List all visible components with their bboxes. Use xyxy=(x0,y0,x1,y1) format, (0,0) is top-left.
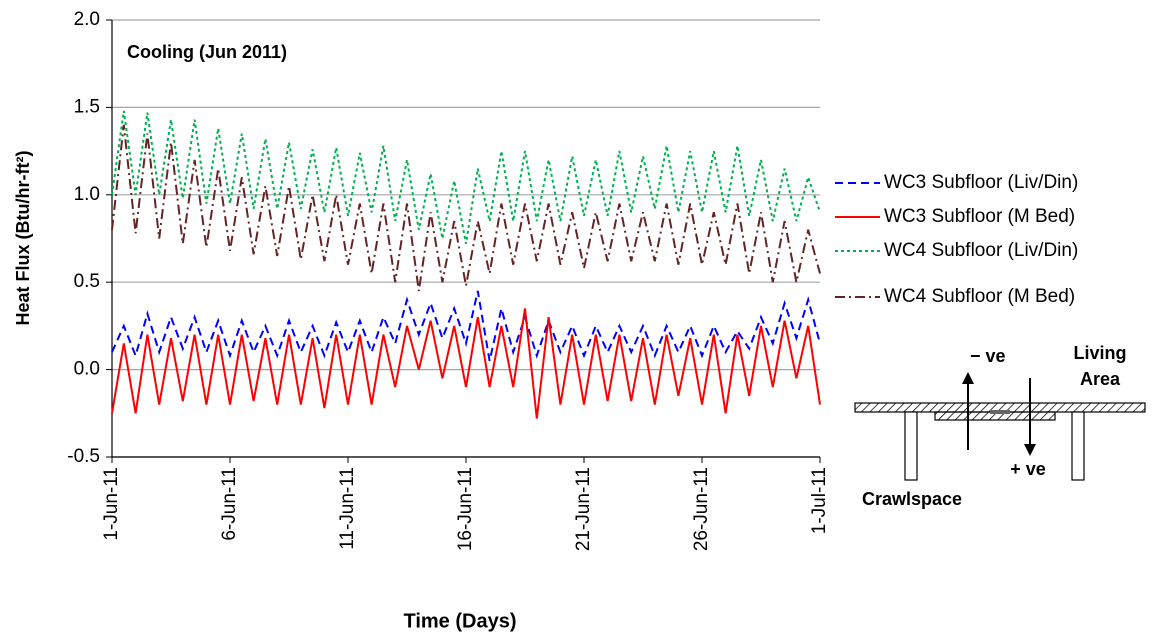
y-tick-label: 2.0 xyxy=(74,9,100,30)
annotation: − ve xyxy=(970,346,1006,366)
annotation: + ve xyxy=(1010,459,1046,479)
pier xyxy=(1071,411,1085,481)
legend-label: WC4 Subfloor (M Bed) xyxy=(884,286,1075,307)
x-tick-label: 11-Jun-11 xyxy=(337,467,358,550)
legend-label: WC4 Subfloor (Liv/Din) xyxy=(884,240,1078,261)
x-tick-label: 21-Jun-11 xyxy=(573,467,594,551)
arrow-head xyxy=(962,372,974,384)
legend-label: WC3 Subfloor (Liv/Din) xyxy=(884,172,1078,193)
arrow-head xyxy=(1024,444,1036,456)
y-tick-label: 1.0 xyxy=(74,184,100,205)
y-axis-title: Heat Flux (Btu/hr-ft²) xyxy=(13,151,33,326)
data-line xyxy=(111,110,821,244)
data-line xyxy=(111,308,821,419)
annotation: Living xyxy=(1074,343,1127,363)
chart-title: Cooling (Jun 2011) xyxy=(127,42,287,62)
y-tick-label: 0.5 xyxy=(74,271,100,292)
x-tick-label: 1-Jun-11 xyxy=(101,467,122,541)
sensor xyxy=(990,410,1010,414)
legend-label: WC3 Subfloor (M Bed) xyxy=(884,206,1075,227)
x-tick-label: 1-Jul-11 xyxy=(809,467,830,534)
annotation: Area xyxy=(1080,369,1121,389)
x-tick-label: 6-Jun-11 xyxy=(219,467,240,541)
x-tick-label: 26-Jun-11 xyxy=(691,467,712,551)
annotation: Crawlspace xyxy=(862,489,962,509)
data-line xyxy=(111,124,821,292)
data-line xyxy=(111,290,821,362)
y-tick-label: 1.5 xyxy=(74,96,100,117)
diagram: − ve Living Area + ve Crawlspace xyxy=(854,343,1146,509)
y-tick-label: 0.0 xyxy=(74,359,100,380)
y-tick-label: -0.5 xyxy=(67,446,100,467)
x-tick-label: 16-Jun-11 xyxy=(455,467,476,551)
x-axis-title: Time (Days) xyxy=(403,610,516,632)
pier xyxy=(904,411,918,481)
